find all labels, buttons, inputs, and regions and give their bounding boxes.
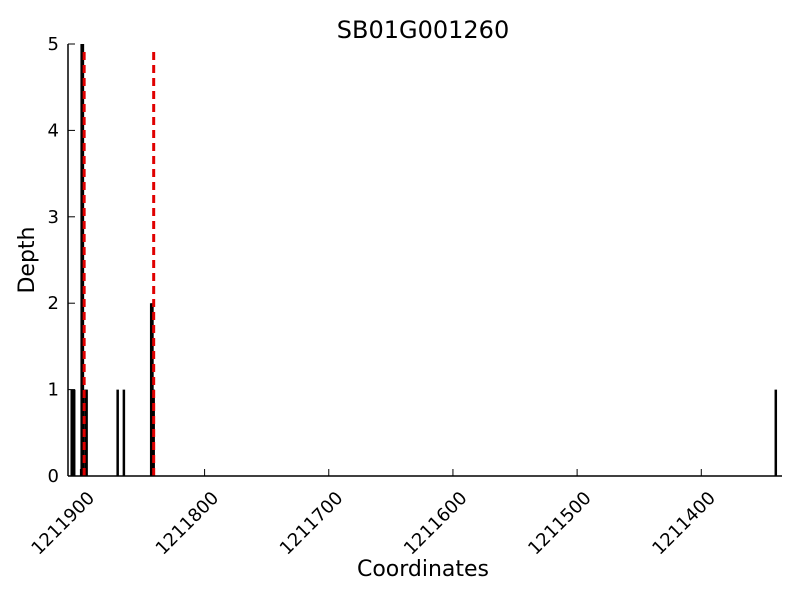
y-tick-label: 4 <box>48 120 59 141</box>
y-tick-label: 5 <box>48 34 59 55</box>
x-tick-label: 1211900 <box>27 488 99 560</box>
bars-layer <box>70 44 778 476</box>
x-tick-label: 1211600 <box>400 488 472 560</box>
y-tick-label: 0 <box>48 466 59 487</box>
ticks-layer: 1211900 1211800 1211700 1211600 1211500 12114… <box>27 34 719 559</box>
y-tick-label: 3 <box>48 207 59 228</box>
x-tick-label: 1211400 <box>648 488 720 560</box>
chart-title: SB01G001260 <box>337 16 509 44</box>
x-tick-label: 1211700 <box>276 488 348 560</box>
reference-lines-layer <box>82 48 156 476</box>
x-tick-label: 1211800 <box>152 488 224 560</box>
axes-layer <box>67 44 782 477</box>
y-tick-label: 2 <box>48 293 59 314</box>
y-tick-label: 1 <box>48 380 59 401</box>
x-tick-label: 1211500 <box>524 488 596 560</box>
x-axis-label: Coordinates <box>357 557 489 582</box>
y-axis-label: Depth <box>15 226 40 293</box>
